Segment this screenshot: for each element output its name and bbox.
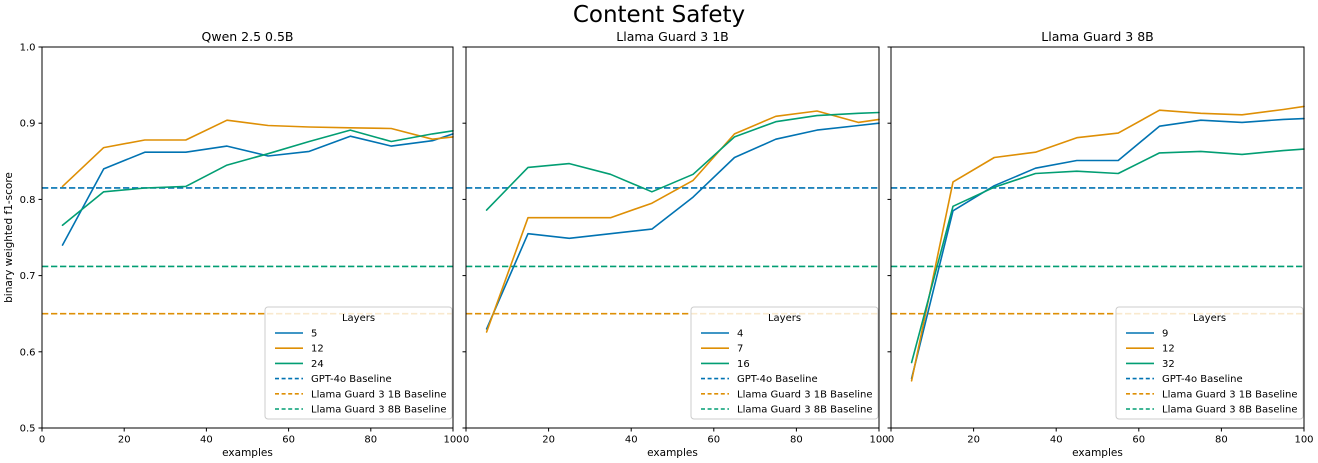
legend-box <box>690 306 879 420</box>
x-tick-label: 20 <box>967 435 980 446</box>
x-tick-label: 0 <box>888 435 894 446</box>
legend-label: GPT-4o Baseline <box>1162 374 1243 385</box>
legend-label: Llama Guard 3 1B Baseline <box>1162 389 1298 400</box>
legend-label: 12 <box>311 344 324 355</box>
subplot-title: Llama Guard 3 8B <box>1041 29 1153 44</box>
legend-label: Llama Guard 3 8B Baseline <box>737 405 873 416</box>
legend-label: 9 <box>1162 329 1168 340</box>
legend-label: 32 <box>1162 359 1175 370</box>
x-tick-label: 80 <box>790 435 803 446</box>
legend-box <box>1115 306 1304 420</box>
legend-label: 12 <box>1162 344 1175 355</box>
legend-label: 16 <box>737 359 750 370</box>
legend-label: 7 <box>737 344 743 355</box>
x-tick-label: 0 <box>463 435 469 446</box>
series-line-layer-5 <box>61 133 454 246</box>
x-tick-label: 40 <box>200 435 213 446</box>
x-tick-label: 0 <box>39 435 45 446</box>
y-axis-label: binary weighted f1-score <box>3 172 15 303</box>
legend-title: Layers <box>768 313 801 324</box>
y-tick-label: 0.7 <box>20 271 36 282</box>
legend-title: Layers <box>342 313 375 324</box>
x-tick-label: 60 <box>707 435 720 446</box>
x-axis-label: examples <box>222 447 273 459</box>
x-tick-label: 20 <box>118 435 131 446</box>
x-tick-label: 100 <box>443 435 462 446</box>
x-tick-label: 60 <box>1132 435 1145 446</box>
x-tick-label: 60 <box>282 435 295 446</box>
legend-box <box>264 306 453 420</box>
legend-label: Llama Guard 3 8B Baseline <box>1162 405 1298 416</box>
legend-label: GPT-4o Baseline <box>737 374 818 385</box>
figure-suptitle: Content Safety <box>572 2 746 28</box>
x-tick-label: 100 <box>1294 435 1313 446</box>
series-line-layer-32 <box>910 148 1305 364</box>
x-axis-label: examples <box>647 447 698 459</box>
legend-label: 24 <box>311 359 324 370</box>
legend-label: GPT-4o Baseline <box>311 374 392 385</box>
subplot-llama-guard-3-1b: 0 20 40 60 80 100 Llama Guard 3 1B examples Laye… <box>462 29 889 459</box>
y-tick-label: 1.0 <box>20 43 36 54</box>
series-line-layer-16 <box>485 111 880 211</box>
series-line-layer-7 <box>485 110 880 333</box>
axes-spines <box>465 46 880 429</box>
x-tick-label: 100 <box>869 435 888 446</box>
axes-spines <box>890 46 1305 429</box>
legend-label: Llama Guard 3 1B Baseline <box>311 389 447 400</box>
x-axis-label: examples <box>1072 447 1123 459</box>
y-tick-label: 0.9 <box>20 119 36 130</box>
y-tick-label: 0.8 <box>20 195 36 206</box>
subplot-llama-guard-3-8b: 0 20 40 60 80 100 Llama Guard 3 8B examples Laye… <box>887 29 1314 459</box>
legend-label: 4 <box>737 329 743 340</box>
legend-label: Llama Guard 3 8B Baseline <box>311 405 447 416</box>
legend-title: Layers <box>1193 313 1226 324</box>
y-tick-label: 0.6 <box>20 347 36 358</box>
series-line-layer-12 <box>61 119 454 188</box>
x-tick-label: 40 <box>625 435 638 446</box>
subplot-qwen-2.5-0.5b: 0.5 0.6 0.7 0.8 0.9 1.0 0 20 40 60 80 100 Qwen 2.5 0… <box>3 29 463 459</box>
series-line-layer-12 <box>910 105 1305 382</box>
subplot-title: Qwen 2.5 0.5B <box>202 29 294 44</box>
series-line-layer-24 <box>61 129 454 227</box>
x-tick-label: 20 <box>542 435 555 446</box>
legend-label: 5 <box>311 329 317 340</box>
x-tick-label: 40 <box>1050 435 1063 446</box>
x-tick-label: 80 <box>364 435 377 446</box>
subplot-title: Llama Guard 3 1B <box>616 29 728 44</box>
y-tick-label: 0.5 <box>20 424 36 435</box>
legend-label: Llama Guard 3 1B Baseline <box>737 389 873 400</box>
series-line-layer-4 <box>485 122 880 330</box>
axes-spines <box>41 46 454 429</box>
x-tick-label: 80 <box>1215 435 1228 446</box>
